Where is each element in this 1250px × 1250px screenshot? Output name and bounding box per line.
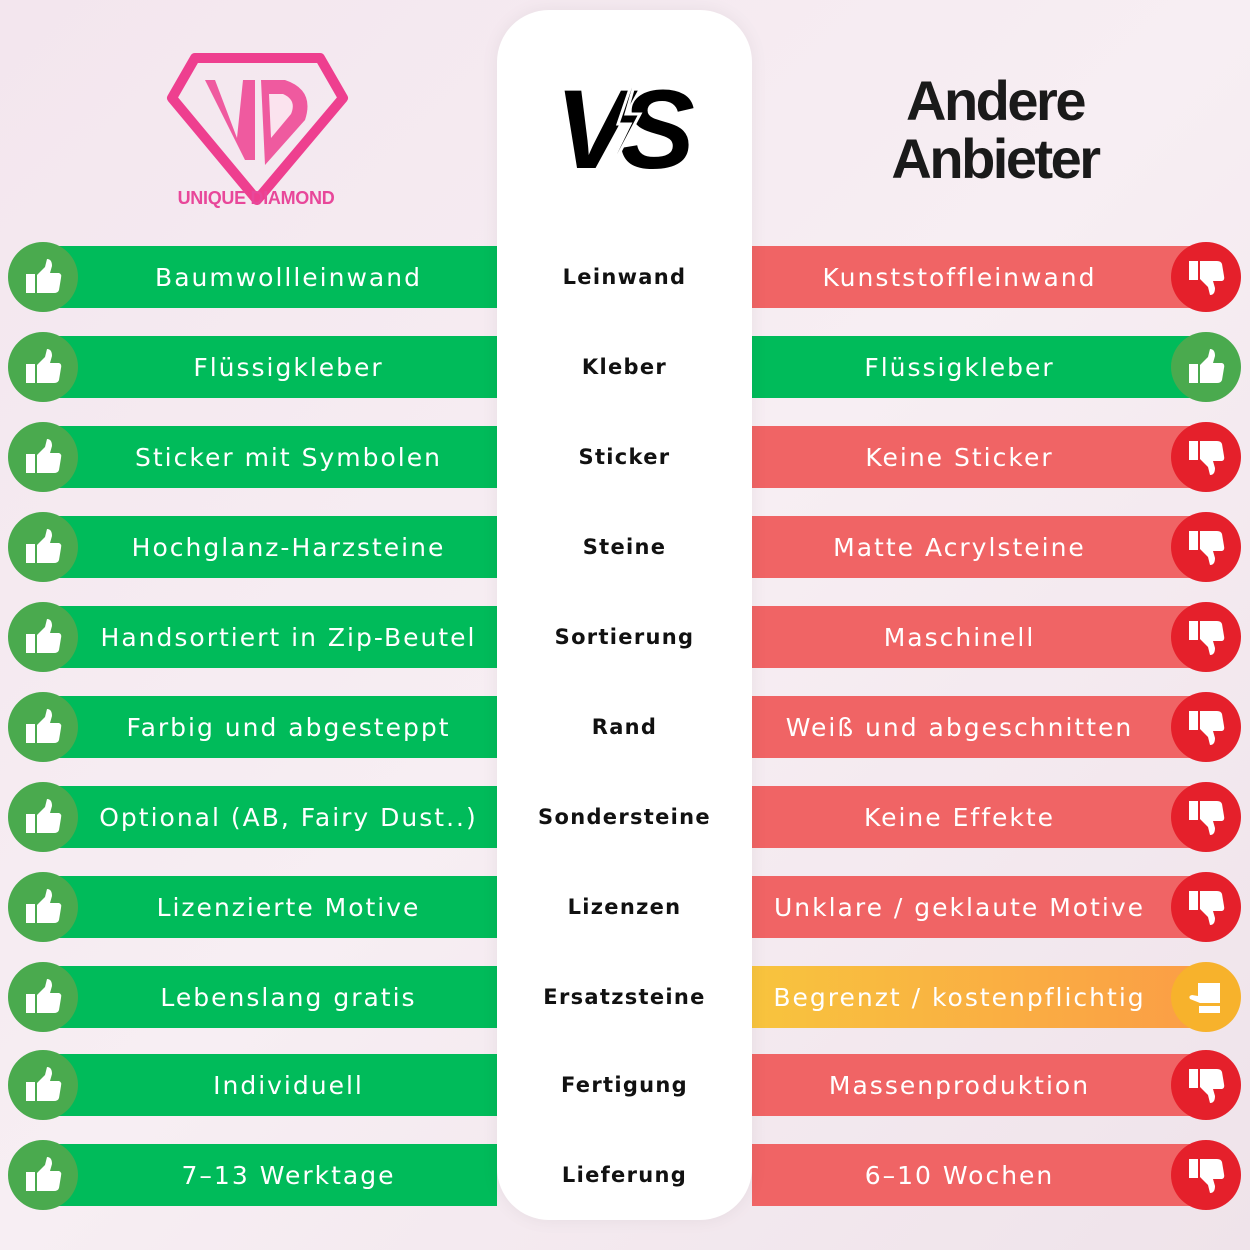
category-label: Lieferung <box>561 1163 688 1187</box>
our-feature: Handsortiert in Zip-Beutel <box>40 606 497 668</box>
thumbs-down-icon <box>1171 512 1241 582</box>
thumbs-up-icon <box>8 962 78 1032</box>
vs-logo: VS <box>555 29 704 232</box>
comparison-center-column <box>497 10 752 1220</box>
competitors-title: Andere Anbieter <box>840 72 1150 188</box>
hand-stop-icon <box>1171 962 1241 1032</box>
our-feature: Hochglanz-Harzsteine <box>40 516 497 578</box>
comparison-row: Optional (AB, Fairy Dust..) Sondersteine K… <box>0 782 1250 852</box>
thumbs-up-icon <box>8 1140 78 1210</box>
competitor-feature: Kunststoffleinwand <box>752 246 1207 308</box>
competitor-feature: Unklare / geklaute Motive <box>752 876 1207 938</box>
our-feature: Lizenzierte Motive <box>40 876 497 938</box>
thumbs-down-icon <box>1171 692 1241 762</box>
thumbs-up-icon <box>8 782 78 852</box>
thumbs-up-icon <box>1171 332 1241 402</box>
competitors-title-line1: Andere <box>906 69 1086 132</box>
thumbs-up-icon <box>8 602 78 672</box>
category-label: Kleber <box>581 355 668 379</box>
comparison-row: Individuell Fertigung Massenproduktion <box>0 1050 1250 1120</box>
thumbs-down-icon <box>1171 242 1241 312</box>
category-label: Sortierung <box>554 625 695 649</box>
category-label: Fertigung <box>561 1073 688 1097</box>
comparison-row: Sticker mit Symbolen Sticker Keine Sticker <box>0 422 1250 492</box>
thumbs-down-icon <box>1171 872 1241 942</box>
competitor-feature: Keine Sticker <box>752 426 1207 488</box>
comparison-row: Lebenslang gratis Ersatzsteine Begrenzt / … <box>0 962 1250 1032</box>
unique-diamond-logo <box>167 53 348 205</box>
category-label: Ersatzsteine <box>543 985 706 1009</box>
thumbs-down-icon <box>1171 782 1241 852</box>
competitor-feature: Maschinell <box>752 606 1207 668</box>
our-feature: 7–13 Werktage <box>40 1144 497 1206</box>
category-label: Lizenzen <box>567 895 682 919</box>
thumbs-up-icon <box>8 332 78 402</box>
competitor-feature: Matte Acrylsteine <box>752 516 1207 578</box>
our-feature: Optional (AB, Fairy Dust..) <box>40 786 497 848</box>
category-label: Leinwand <box>562 265 687 289</box>
our-feature: Sticker mit Symbolen <box>40 426 497 488</box>
comparison-row: Flüssigkleber Kleber Flüssigkleber <box>0 332 1250 402</box>
thumbs-down-icon <box>1171 422 1241 492</box>
category-label: Sticker <box>578 445 671 469</box>
comparison-row: Lizenzierte Motive Lizenzen Unklare / gekl… <box>0 872 1250 942</box>
comparison-row: Hochglanz-Harzsteine Steine Matte Acrylste… <box>0 512 1250 582</box>
competitors-title-line2: Anbieter <box>891 127 1101 190</box>
thumbs-up-icon <box>8 692 78 762</box>
vs-text: VS <box>555 67 694 192</box>
thumbs-up-icon <box>8 512 78 582</box>
competitor-feature: Massenproduktion <box>752 1054 1207 1116</box>
our-feature: Lebenslang gratis <box>40 966 497 1028</box>
category-label: Rand <box>591 715 658 739</box>
competitor-feature: 6–10 Wochen <box>752 1144 1207 1206</box>
comparison-row: Farbig und abgesteppt Rand Weiß und abgesc… <box>0 692 1250 762</box>
competitor-feature: Flüssigkleber <box>752 336 1207 398</box>
thumbs-up-icon <box>8 242 78 312</box>
our-feature: Flüssigkleber <box>40 336 497 398</box>
category-label: Sondersteine <box>538 805 711 829</box>
category-label: Steine <box>582 535 667 559</box>
comparison-row: 7–13 Werktage Lieferung 6–10 Wochen <box>0 1140 1250 1210</box>
our-feature: Farbig und abgesteppt <box>40 696 497 758</box>
comparison-row: Handsortiert in Zip-Beutel Sortierung Masc… <box>0 602 1250 672</box>
our-feature: Individuell <box>40 1054 497 1116</box>
thumbs-down-icon <box>1171 1050 1241 1120</box>
thumbs-down-icon <box>1171 602 1241 672</box>
thumbs-down-icon <box>1171 1140 1241 1210</box>
competitor-feature: Begrenzt / kostenpflichtig <box>752 966 1207 1028</box>
thumbs-up-icon <box>8 422 78 492</box>
comparison-row: Baumwollleinwand Leinwand Kunststoffleinwa… <box>0 242 1250 312</box>
thumbs-up-icon <box>8 872 78 942</box>
brand-name: UNIQUE DIAMOND <box>177 188 335 208</box>
our-feature: Baumwollleinwand <box>40 246 497 308</box>
competitor-feature: Keine Effekte <box>752 786 1207 848</box>
thumbs-up-icon <box>8 1050 78 1120</box>
competitor-feature: Weiß und abgeschnitten <box>752 696 1207 758</box>
